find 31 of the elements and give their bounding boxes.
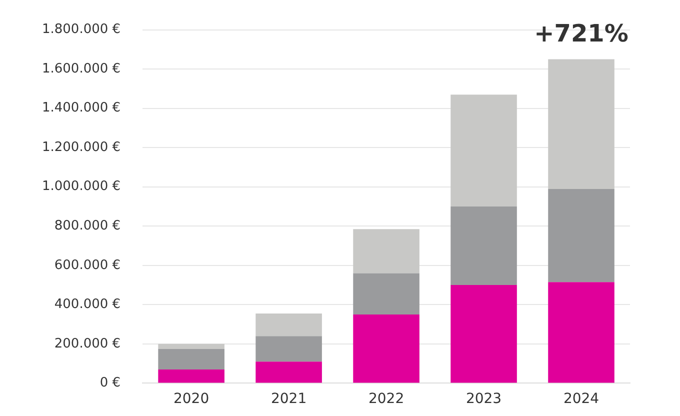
- y-tick-label: 600.000 €: [54, 258, 121, 273]
- bar: [256, 336, 322, 362]
- bar: [158, 369, 224, 383]
- bar: [256, 314, 322, 336]
- y-tick-label: 1.800.000 €: [42, 22, 121, 38]
- x-tick-label: 2021: [270, 391, 307, 408]
- x-tick-label: 2020: [173, 391, 210, 408]
- bar: [450, 94, 517, 206]
- y-tick-label: 400.000 €: [54, 297, 121, 312]
- bar: [158, 344, 224, 349]
- y-tick-label: 1.400.000 €: [42, 100, 121, 116]
- bar: [353, 273, 420, 314]
- bar: [450, 206, 517, 286]
- y-tick-label: 1.200.000 €: [42, 140, 121, 155]
- bar: [353, 314, 420, 383]
- bar: [353, 229, 420, 274]
- bar: [548, 282, 614, 383]
- y-tick-label: 200.000 €: [54, 336, 121, 352]
- bar: [158, 348, 224, 370]
- x-tick-label: 2024: [563, 391, 600, 408]
- bar: [450, 285, 517, 383]
- y-tick-label: 1.600.000 €: [42, 61, 121, 76]
- x-tick-label: 2022: [368, 391, 404, 408]
- x-tick-label: 2023: [466, 391, 502, 408]
- annotation: +721%: [534, 19, 628, 48]
- y-tick-label: 800.000 €: [54, 218, 121, 234]
- y-tick-label: 1.000.000 €: [42, 179, 121, 194]
- bar: [548, 188, 614, 282]
- bar: [548, 59, 614, 189]
- y-tick-label: 0 €: [100, 376, 121, 391]
- bar: [256, 362, 322, 383]
